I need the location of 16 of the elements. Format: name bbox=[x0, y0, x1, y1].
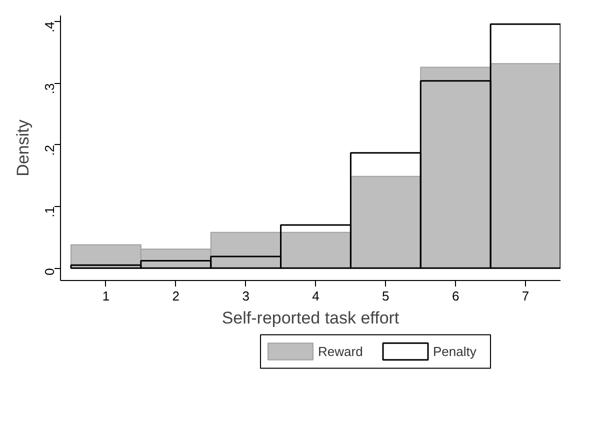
y-tick-label: .1 bbox=[42, 206, 57, 218]
x-tick-label: 7 bbox=[522, 288, 530, 304]
x-tick-label: 5 bbox=[382, 288, 390, 304]
legend-label: Reward bbox=[318, 344, 363, 359]
y-axis-title: Density bbox=[14, 119, 32, 176]
y-tick-label: 0 bbox=[42, 268, 57, 276]
x-tick-label: 6 bbox=[452, 288, 460, 304]
legend-label: Penalty bbox=[433, 344, 477, 359]
x-tick-label: 4 bbox=[312, 288, 320, 304]
y-tick-label: .2 bbox=[42, 144, 57, 156]
y-tick-label: .3 bbox=[42, 83, 57, 94]
y-tick-label: .4 bbox=[42, 22, 57, 33]
x-tick-label: 2 bbox=[172, 288, 180, 304]
x-axis-title: Self-reported task effort bbox=[222, 308, 400, 328]
x-tick-label: 1 bbox=[102, 288, 110, 304]
x-tick-label: 3 bbox=[242, 288, 250, 304]
